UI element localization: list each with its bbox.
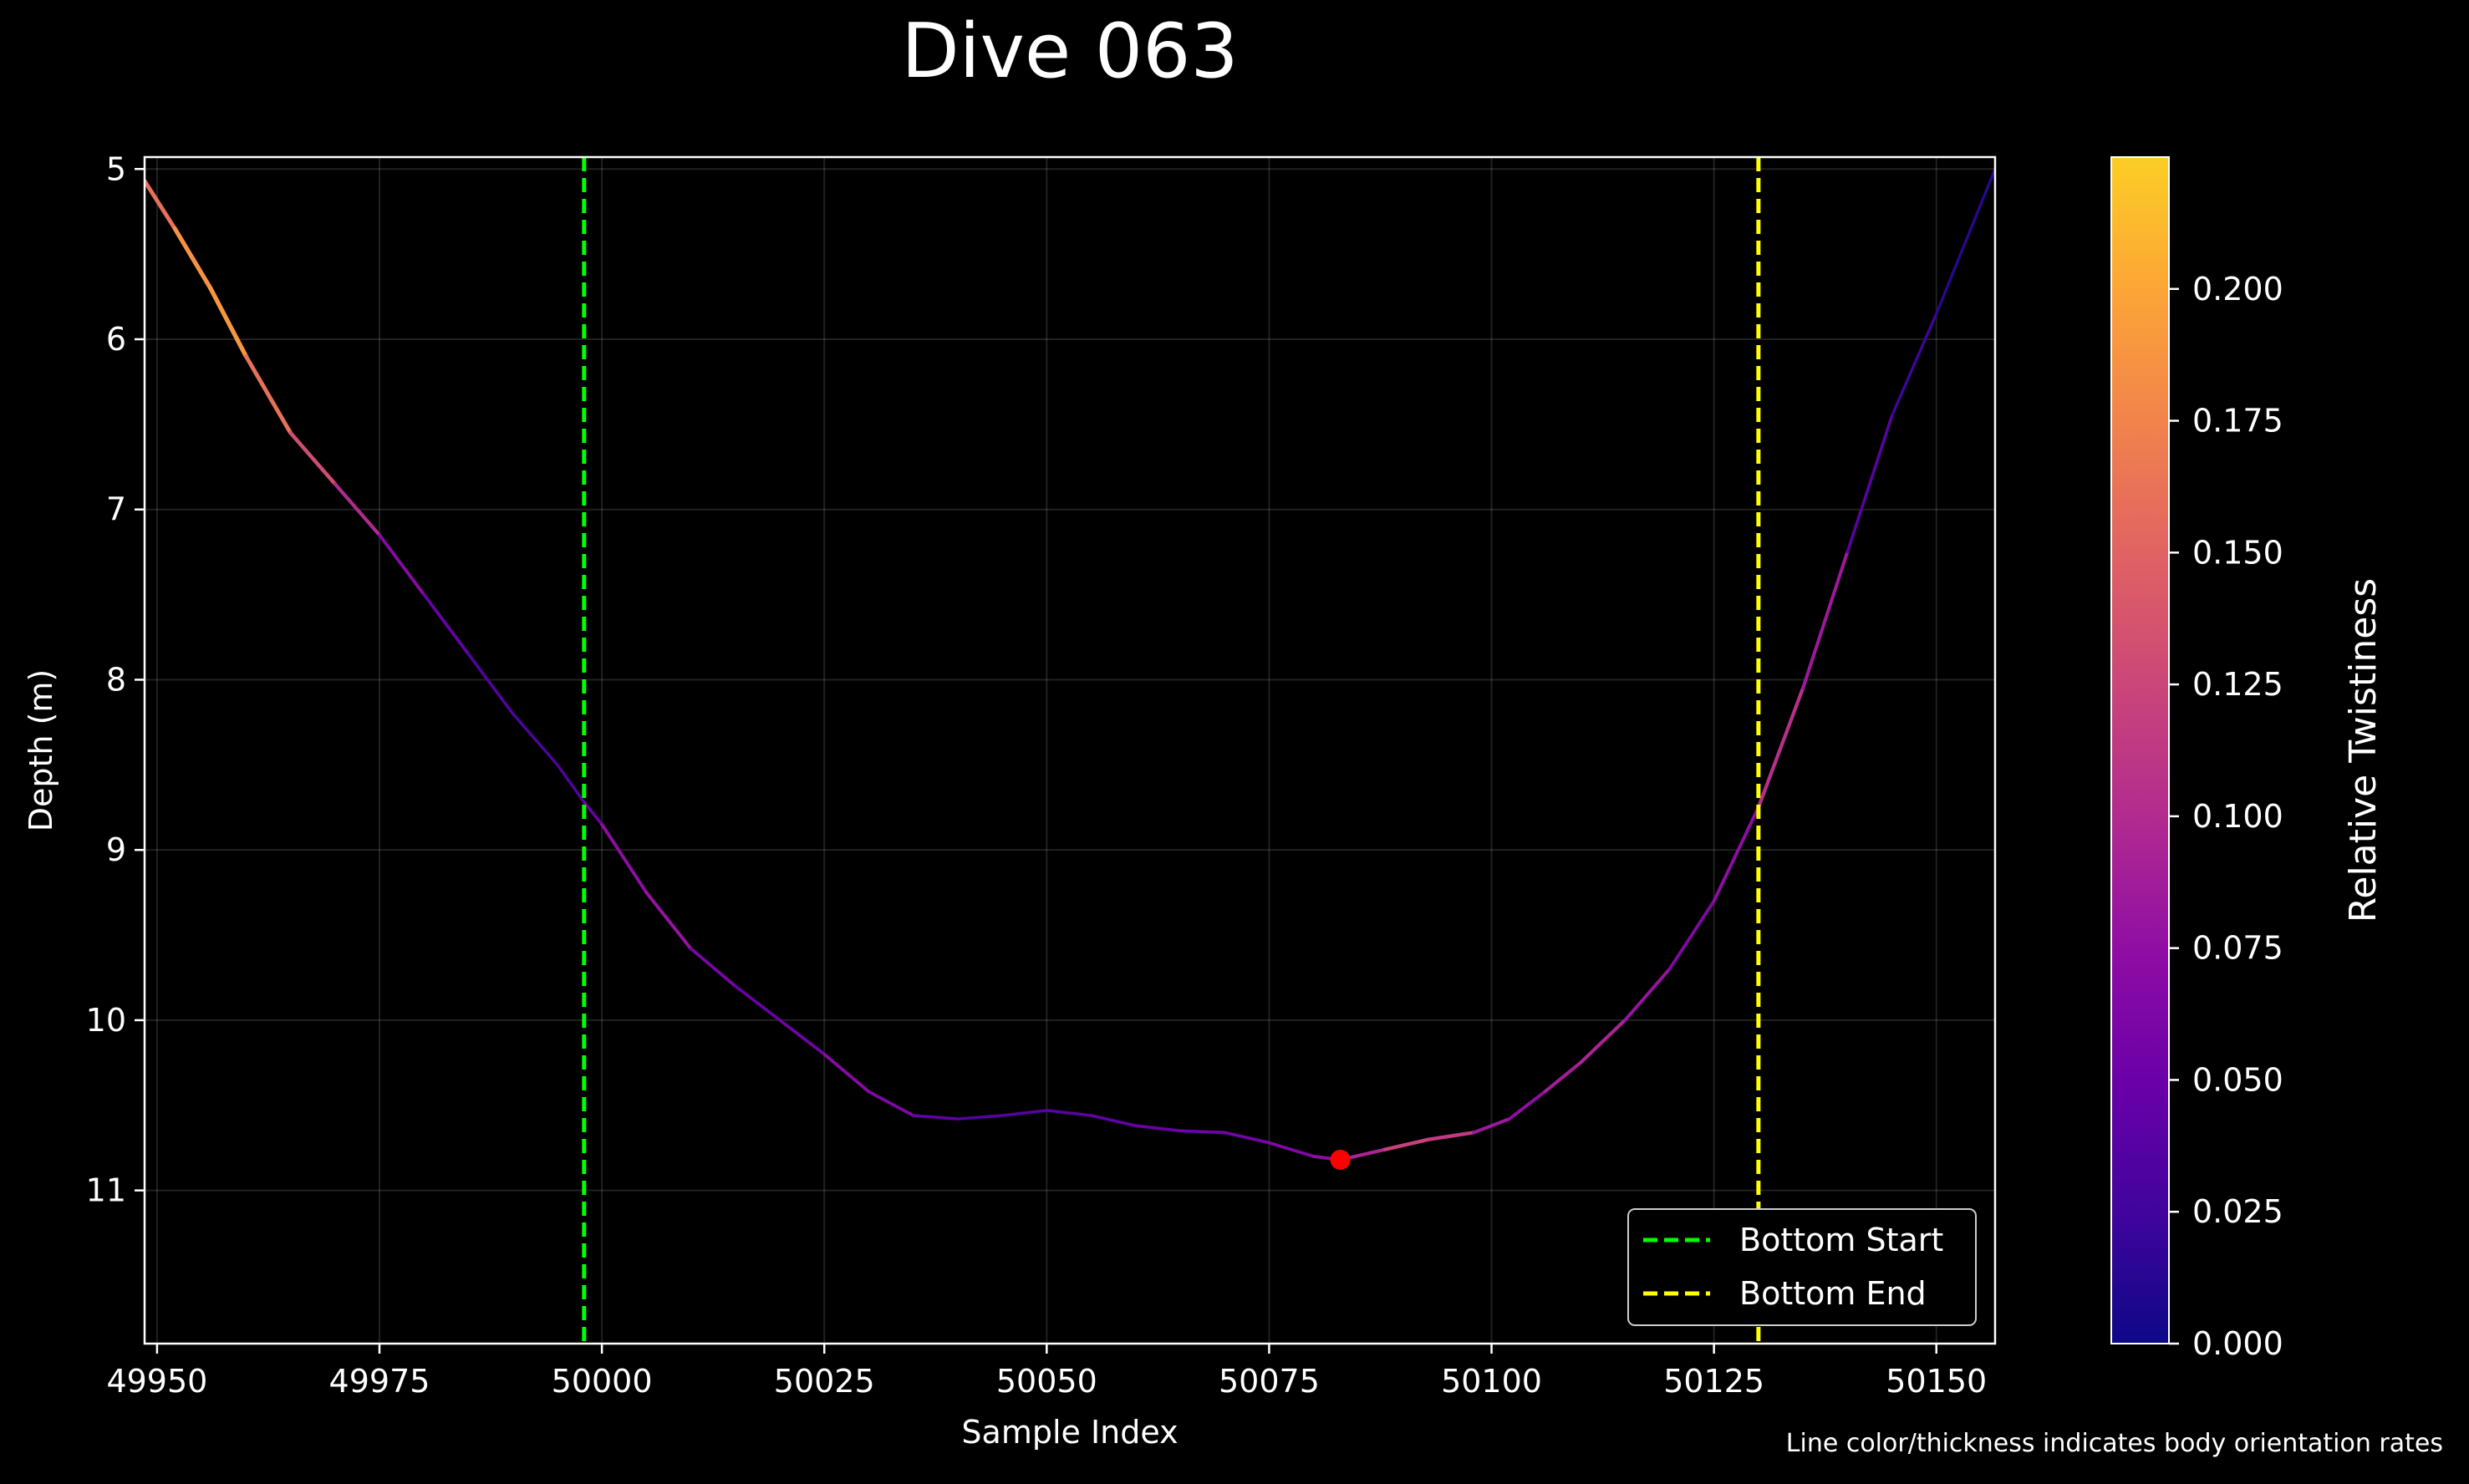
grid-lines (145, 157, 1995, 1344)
depth-curve-segment (600, 822, 649, 895)
depth-curve-segment (1890, 312, 1938, 418)
depth-curve-segment (1667, 899, 1716, 971)
y-tick-label: 5 (106, 150, 126, 187)
depth-curve-segment (288, 430, 338, 486)
y-tick-label: 6 (106, 321, 126, 358)
depth-curve-segment (1845, 414, 1894, 554)
colorbar-ticks: 0.000 0.025 0.050 0.075 0.100 0.125 0.150 0.175… (2169, 271, 2283, 1362)
colorbar-tick-label: 0.125 (2192, 666, 2283, 703)
depth-curve-segment (1045, 1109, 1093, 1117)
depth-curve-segment (867, 1090, 915, 1117)
colorbar-tick-label: 0.025 (2192, 1193, 2283, 1230)
depth-curve-segment (911, 1114, 960, 1121)
depth-curve-segment (1089, 1114, 1138, 1127)
depth-curve-segment (556, 763, 586, 804)
y-tick-label: 9 (106, 831, 126, 868)
depth-curve-segment (822, 1052, 871, 1094)
x-tick-label: 49950 (106, 1363, 207, 1400)
y-tick-label: 7 (106, 491, 126, 528)
x-tick-label: 50150 (1886, 1363, 1987, 1400)
colorbar-tick-label: 0.150 (2192, 534, 2283, 571)
y-axis-ticks: 5 6 7 8 9 10 11 (86, 150, 145, 1209)
chart-title: Dive 063 (901, 8, 1238, 95)
depth-curve-segment (1578, 1018, 1627, 1065)
depth-curve-segment (583, 800, 603, 826)
deepest-point (1330, 1149, 1351, 1170)
x-tick-label: 50125 (1663, 1363, 1764, 1400)
depth-curve-segment (511, 712, 559, 767)
depth-curve-segment (644, 891, 693, 951)
depth-curve-segment (689, 947, 737, 988)
depth-curve-segment (1472, 1117, 1511, 1135)
depth-curve-segment (466, 653, 515, 715)
y-tick-label: 10 (86, 1002, 126, 1039)
depth-curve-segment (1801, 550, 1850, 690)
depth-curve-segment (1427, 1131, 1476, 1141)
depth-curve-segment (778, 1019, 827, 1056)
depth-curve-segment (1267, 1141, 1316, 1158)
x-tick-label: 50075 (1219, 1363, 1320, 1400)
colorbar-tick-label: 0.075 (2192, 930, 2283, 967)
depth-curve-segment (172, 226, 213, 291)
colorbar: 0.000 0.025 0.050 0.075 0.100 0.125 0.150 0.175… (2110, 156, 2385, 1362)
y-axis-label: Depth (m) (23, 669, 59, 832)
colorbar-gradient (2110, 156, 2170, 1344)
colorbar-tick-label: 0.100 (2192, 798, 2283, 835)
deepest-point-marker (1330, 1149, 1351, 1170)
legend-label-bottom-start: Bottom Start (1739, 1222, 1943, 1258)
x-axis-ticks: 49950 49975 50000 50025 50050 50075 50100 50125… (106, 1344, 1987, 1400)
colorbar-tick-label: 0.000 (2192, 1325, 2283, 1362)
colorbar-tick-label: 0.175 (2192, 403, 2283, 440)
depth-curve-segment (1382, 1137, 1432, 1151)
depth-curve-segment (1935, 167, 1995, 316)
bottom-markers (582, 157, 1761, 1344)
depth-curve-segment (956, 1114, 1004, 1121)
depth-curve-segment (1507, 1090, 1547, 1121)
x-tick-label: 50000 (552, 1363, 653, 1400)
depth-curve-segment (208, 286, 248, 359)
depth-curve-segment (1133, 1124, 1182, 1133)
x-tick-label: 50100 (1441, 1363, 1542, 1400)
depth-curve-segment (378, 533, 426, 597)
depth-curve (145, 167, 1995, 1162)
depth-curve-segment (145, 179, 177, 231)
depth-curve-segment (422, 592, 471, 656)
depth-curve-segment (1712, 806, 1760, 903)
plot-frame (143, 155, 1997, 1345)
colorbar-tick-label: 0.050 (2192, 1061, 2283, 1098)
x-axis-label: Sample Index (961, 1414, 1178, 1451)
depth-curve-segment (1179, 1129, 1227, 1135)
y-tick-label: 8 (106, 661, 126, 698)
x-tick-label: 50050 (996, 1363, 1097, 1400)
y-tick-label: 11 (86, 1172, 126, 1209)
depth-curve-segment (1623, 967, 1672, 1022)
depth-curve-segment (243, 353, 293, 435)
depth-curve-segment (1223, 1131, 1271, 1145)
depth-curve-segment (1756, 686, 1805, 810)
legend-box (1627, 1208, 1977, 1326)
depth-curve-segment (1000, 1109, 1049, 1117)
legend-label-bottom-end: Bottom End (1739, 1275, 1927, 1312)
depth-curve-segment (733, 984, 781, 1022)
depth-curve-segment (333, 482, 382, 537)
chart-caption: Line color/thickness indicates body orie… (1786, 1429, 2443, 1458)
depth-curve-segment (1543, 1060, 1583, 1094)
colorbar-tick-label: 0.200 (2192, 271, 2283, 307)
legend: Bottom Start Bottom End (1627, 1208, 1977, 1326)
x-tick-label: 49975 (329, 1363, 430, 1400)
x-tick-label: 50025 (774, 1363, 875, 1400)
colorbar-label: Relative Twistiness (2342, 578, 2385, 922)
